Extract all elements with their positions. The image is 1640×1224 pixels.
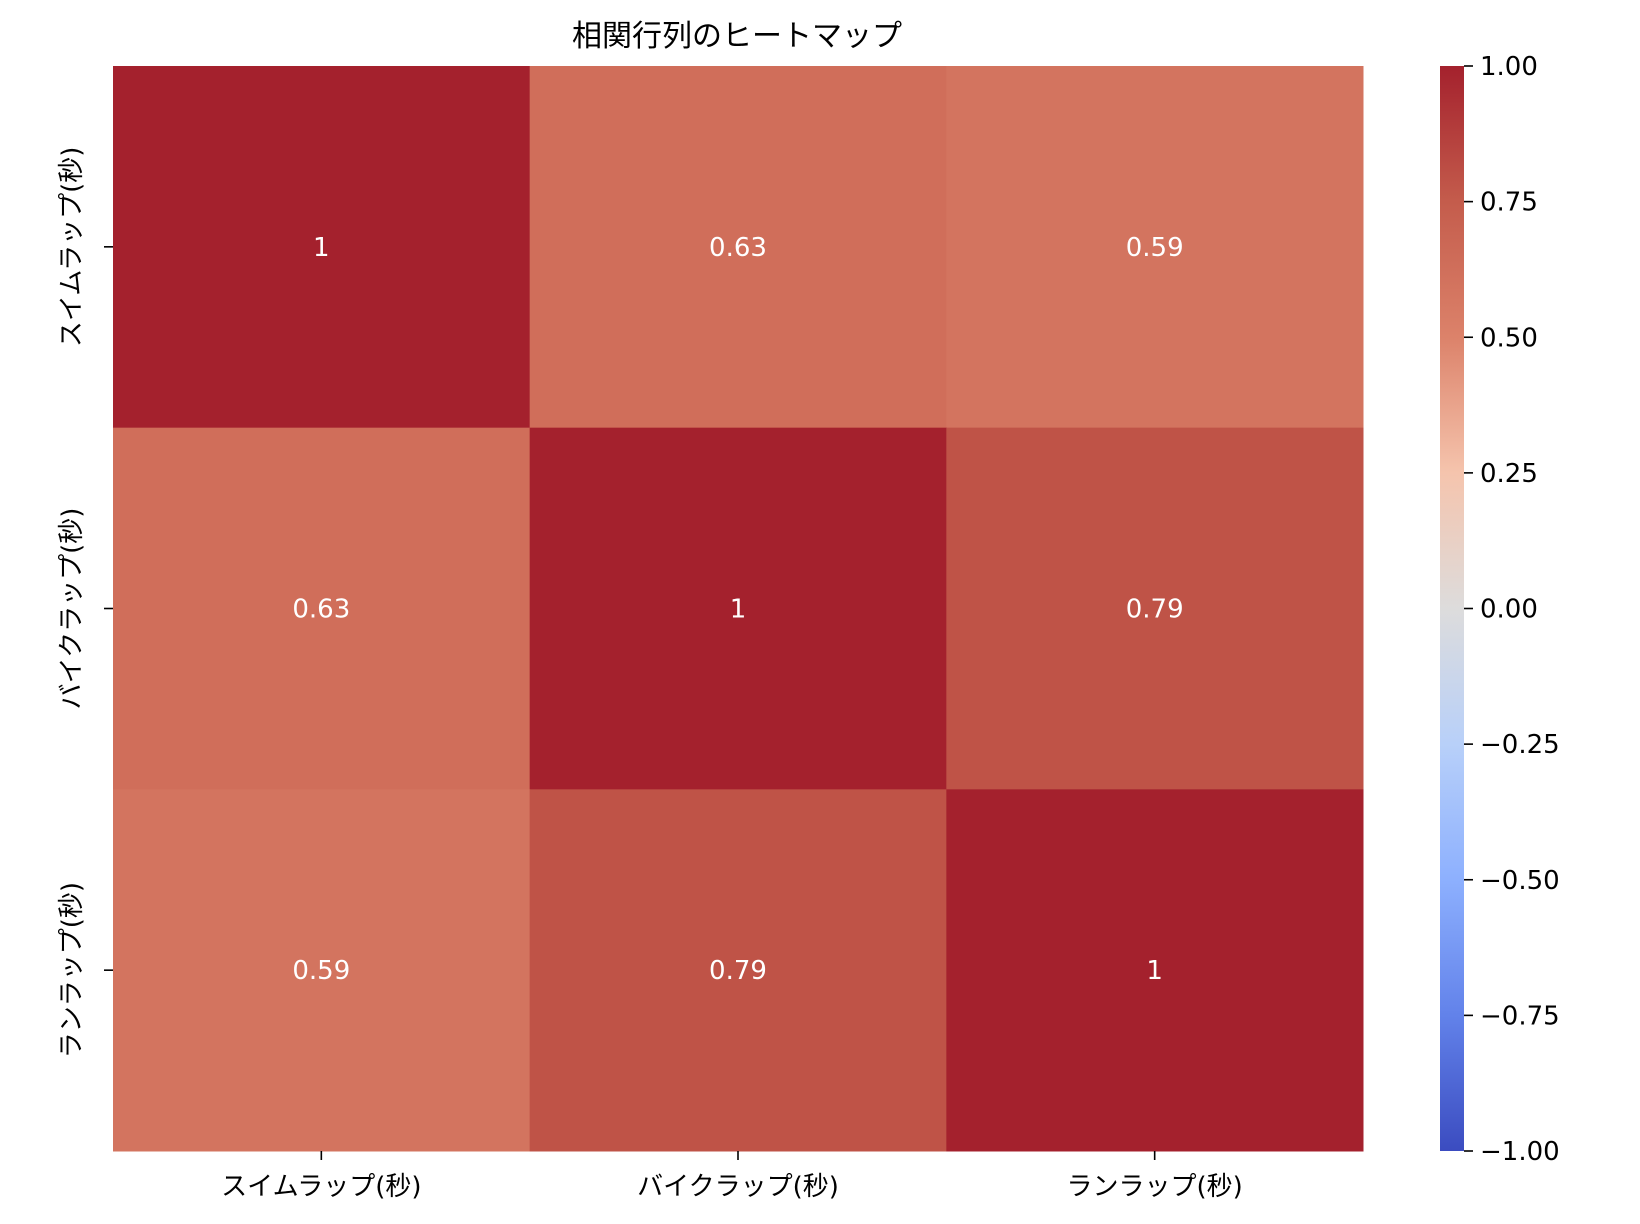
colorbar-tick-label: −1.00 xyxy=(1480,1137,1560,1167)
y-tick-label: ランラップ(秒) xyxy=(57,882,87,1058)
colorbar-tick-label: −0.25 xyxy=(1480,730,1560,760)
colorbar-tick-label: −0.75 xyxy=(1480,1001,1560,1031)
heatmap-cell xyxy=(529,427,947,790)
x-tick-label: スイムラップ(秒) xyxy=(221,1172,421,1202)
heatmap-cell xyxy=(113,427,531,790)
y-axis: スイムラップ(秒) バイクラップ(秒) ランラップ(秒) xyxy=(57,147,113,1058)
heatmap-cell xyxy=(113,789,531,1152)
cell-annotation: 0.59 xyxy=(292,956,350,986)
chart-title: 相関行列のヒートマップ xyxy=(572,19,902,54)
colorbar-tick-label: 0.00 xyxy=(1480,595,1538,625)
heatmap-cell xyxy=(113,66,531,429)
cell-annotation: 1 xyxy=(313,233,330,263)
cell-annotation: 0.63 xyxy=(709,233,767,263)
colorbar-tick-label: 1.00 xyxy=(1480,52,1538,82)
heatmap-cells xyxy=(113,66,1364,1152)
heatmap-cell xyxy=(946,66,1364,429)
cell-annotation: 0.63 xyxy=(292,595,350,625)
colorbar-tick-label: 0.25 xyxy=(1480,459,1538,489)
cell-annotation: 0.79 xyxy=(1126,595,1184,625)
cell-annotation: 0.79 xyxy=(709,956,767,986)
heatmap-cell xyxy=(529,66,947,429)
x-axis: スイムラップ(秒) バイクラップ(秒) ランラップ(秒) xyxy=(221,1151,1243,1202)
colorbar-gradient xyxy=(1440,66,1464,1151)
cell-annotation: 0.59 xyxy=(1126,233,1184,263)
heatmap-cell xyxy=(946,789,1364,1152)
x-tick-label: バイクラップ(秒) xyxy=(637,1172,839,1202)
heatmap-annotations: 1 0.63 0.59 0.63 1 0.79 0.59 0.79 1 xyxy=(292,233,1183,986)
heatmap-cell xyxy=(946,427,1364,790)
cell-annotation: 1 xyxy=(730,595,747,625)
x-tick-label: ランラップ(秒) xyxy=(1067,1172,1243,1202)
colorbar: 1.00 0.75 0.50 0.25 0.00 −0.25 −0.50 −0.75 −1.00 xyxy=(1440,52,1560,1167)
colorbar-tick-label: 0.75 xyxy=(1480,188,1538,218)
colorbar-tick-label: 0.50 xyxy=(1480,323,1538,353)
colorbar-tick-label: −0.50 xyxy=(1480,866,1560,896)
y-tick-label: バイクラップ(秒) xyxy=(57,508,87,710)
y-tick-label: スイムラップ(秒) xyxy=(57,147,87,347)
heatmap-cell xyxy=(529,789,947,1152)
cell-annotation: 1 xyxy=(1146,956,1163,986)
